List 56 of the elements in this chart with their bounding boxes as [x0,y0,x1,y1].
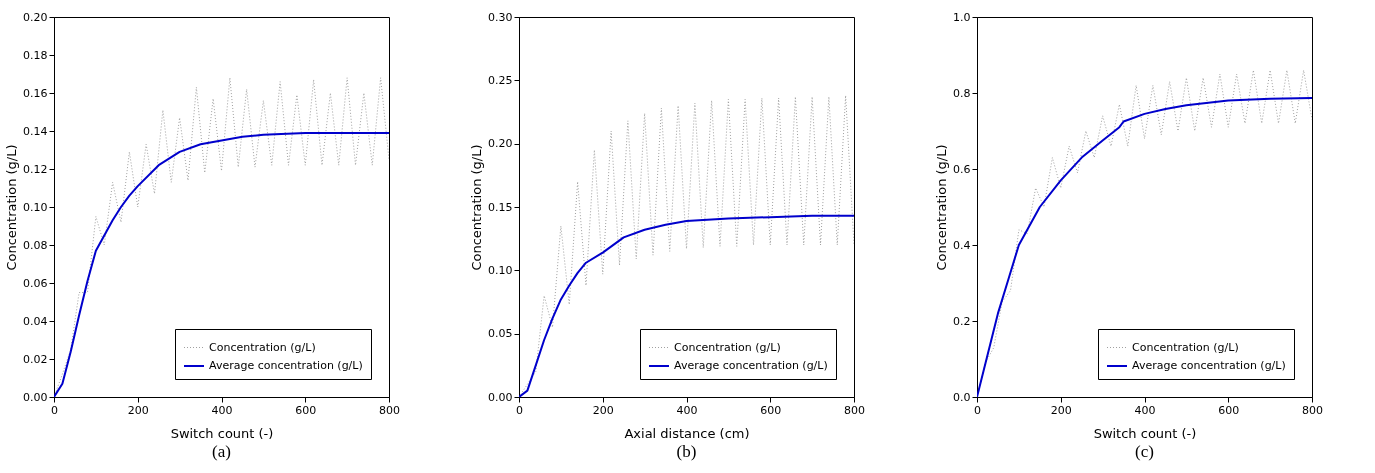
y-tick-label: 0.05 [488,327,513,341]
x-tick-label: 200 [592,403,614,417]
x-tick-label: 0 [516,403,523,417]
y-tick-label: 0.14 [23,124,48,138]
x-axis-title: Switch count (-) [1093,425,1197,441]
y-tick-label: 0.25 [488,73,513,87]
text: (b) [676,442,697,461]
y-tick-label: 0.20 [488,137,513,151]
legend-label: Average concentration (g/L) [674,359,828,372]
x-tick-label: 800 [844,403,865,417]
y-tick-label: 1.0 [953,10,971,24]
legend-label: Concentration (g/L) [209,340,316,354]
text: (a) [212,442,231,461]
y-axis-title: Concentration (g/L) [469,144,485,271]
y-tick-label: 0.15 [488,200,513,214]
line-series [519,214,854,397]
legend-label: Concentration (g/L) [674,340,781,354]
x-axis-title: Switch count (-) [170,425,274,441]
x-tick-label: 0 [51,403,58,417]
y-tick-label: 0.2 [953,314,971,328]
y-tick-label: 0.18 [23,48,48,62]
y-tick-label: 0.04 [23,314,48,328]
x-tick-label: 200 [1050,403,1072,417]
legend-label: Concentration (g/L) [1132,340,1239,354]
y-tick-label: 0.08 [23,238,48,252]
x-axis-title: Axial distance (cm) [624,425,750,441]
x-tick-label: 600 [1218,403,1240,417]
y-tick-label: 0.8 [953,86,971,100]
y-tick-label: 0.00 [488,390,513,404]
x-tick-label: 800 [1302,403,1323,417]
y-tick-label: 0.10 [23,200,48,214]
y-tick-label: 0.0 [953,390,971,404]
y-tick-label: 0.20 [23,10,48,24]
y-tick-label: 0.00 [23,390,48,404]
y-tick-label: 0.4 [953,238,971,252]
y-axis-title: Concentration (g/L) [934,144,950,271]
y-tick-label: 0.02 [23,352,48,366]
y-tick-label: 0.10 [488,263,513,277]
x-tick-label: 200 [127,403,149,417]
x-tick-label: 400 [1134,403,1156,417]
legend-label: Average concentration (g/L) [1132,359,1286,372]
y-tick-label: 0.06 [23,276,48,290]
y-tick-label: 0.16 [23,86,48,100]
legend-label: Average concentration (g/L) [209,359,363,372]
x-tick-label: 400 [676,403,698,417]
line-series [54,131,389,397]
y-tick-label: 0.6 [953,162,971,176]
x-tick-label: 400 [211,403,233,417]
x-tick-label: 600 [295,403,317,417]
y-axis-title: Concentration (g/L) [4,144,20,271]
y-tick-label: 0.12 [23,162,48,176]
x-tick-label: 0 [974,403,981,417]
y-tick-label: 0.30 [488,10,513,24]
x-tick-label: 600 [760,403,782,417]
text: (c) [1135,442,1154,461]
x-tick-label: 800 [379,403,400,417]
